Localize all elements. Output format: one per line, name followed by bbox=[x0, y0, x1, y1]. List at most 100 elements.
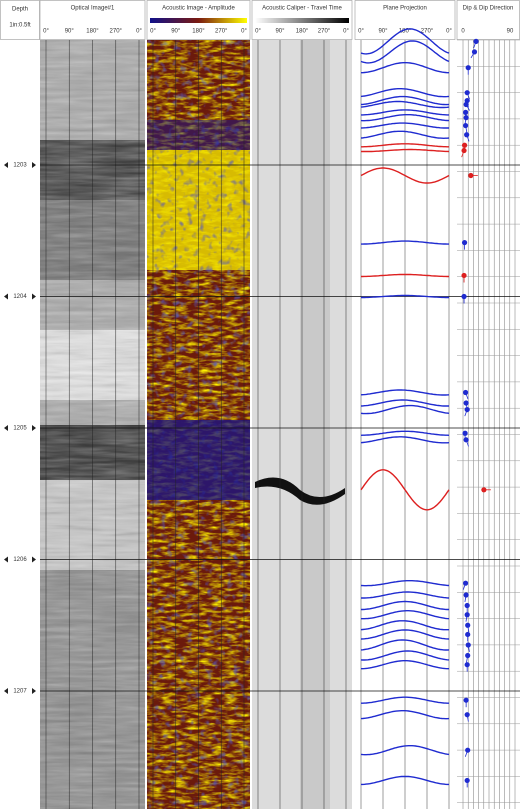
tadpole bbox=[461, 293, 467, 300]
depth-label: 1204 bbox=[13, 294, 27, 300]
plane-sinusoid bbox=[360, 629, 450, 640]
plane-sinusoid bbox=[360, 469, 450, 511]
tadpole bbox=[464, 132, 470, 138]
azimuth-tick-label: 90° bbox=[171, 29, 181, 35]
tadpole bbox=[473, 38, 479, 44]
azimuth-tick-label: 270° bbox=[421, 29, 434, 35]
depth-arrow bbox=[4, 293, 36, 300]
plane-sinusoid bbox=[360, 122, 449, 129]
track-title: Plane Projection bbox=[383, 6, 427, 12]
azimuth-tick-label: 270° bbox=[318, 29, 331, 35]
azimuth-tick-label: 270° bbox=[215, 29, 228, 35]
depth-arrow bbox=[4, 425, 36, 431]
tadpole bbox=[465, 631, 471, 638]
tadpole bbox=[463, 115, 469, 121]
tadpole bbox=[463, 101, 469, 108]
plane-sinusoid bbox=[361, 294, 449, 299]
depth-arrow bbox=[4, 162, 36, 168]
plane-sinusoid bbox=[361, 600, 449, 611]
plane-sinusoid bbox=[361, 143, 449, 148]
azimuth-tick-label: 180° bbox=[399, 29, 412, 35]
plane-sinusoid bbox=[361, 591, 450, 599]
tadpole bbox=[463, 697, 469, 703]
plane-sinusoid bbox=[360, 639, 450, 651]
tadpole bbox=[463, 109, 469, 115]
azimuth-tick-label: 0° bbox=[343, 29, 349, 35]
tadpole bbox=[481, 487, 487, 493]
azimuth-tick-label: 180° bbox=[86, 29, 99, 35]
tadpole bbox=[464, 602, 470, 609]
azimuth-tick-label: 90° bbox=[378, 29, 388, 35]
azimuth-tick-label: 180° bbox=[192, 29, 205, 35]
plane-sinusoid bbox=[360, 130, 450, 140]
azimuth-tick-label: 270° bbox=[110, 29, 123, 35]
plane-sinusoid bbox=[360, 389, 450, 396]
azimuth-tick-label: 0° bbox=[358, 29, 364, 35]
plane-sinusoid bbox=[361, 660, 449, 670]
tadpole bbox=[465, 622, 471, 628]
track-title: Acoustic Image - Amplitude bbox=[162, 6, 235, 12]
depth-header: Depth bbox=[12, 7, 28, 13]
depth-label: 1203 bbox=[13, 163, 27, 169]
track-title: Optical Image#1 bbox=[71, 6, 115, 12]
plane-sinusoid bbox=[360, 620, 449, 631]
azimuth-tick-label: 0° bbox=[241, 29, 247, 35]
tadpole bbox=[463, 437, 469, 443]
azimuth-tick-label: 0° bbox=[446, 29, 452, 35]
azimuth-tick-label: 90° bbox=[65, 29, 75, 35]
tadpole bbox=[463, 580, 469, 586]
plane-sinusoid bbox=[360, 399, 449, 407]
tadpole bbox=[464, 612, 470, 618]
depth-label: 1205 bbox=[13, 426, 27, 432]
plane-sinusoid bbox=[360, 40, 450, 64]
tadpole bbox=[471, 49, 478, 55]
plane-sinusoid bbox=[360, 95, 450, 106]
plane-sinusoid bbox=[360, 404, 450, 415]
plane-sinusoid bbox=[360, 114, 450, 122]
tadpole bbox=[464, 406, 470, 413]
tadpole bbox=[464, 97, 470, 104]
plane-sinusoid bbox=[361, 62, 449, 74]
plane-sinusoid bbox=[360, 100, 450, 109]
depth-scale: 1in:0.5ft bbox=[9, 23, 31, 29]
tadpole bbox=[465, 65, 471, 71]
tadpole bbox=[464, 712, 470, 718]
plane-sinusoid bbox=[361, 240, 449, 245]
plane-sinusoid bbox=[360, 88, 450, 98]
plane-sinusoid bbox=[361, 696, 449, 704]
plane-sinusoid bbox=[360, 650, 450, 661]
tadpole bbox=[464, 662, 470, 668]
depth-label: 1207 bbox=[13, 689, 27, 695]
tadpole bbox=[463, 400, 469, 406]
dip-track-title: Dip & Dip Direction bbox=[463, 6, 514, 12]
plane-sinusoid bbox=[360, 436, 450, 444]
tadpole bbox=[462, 430, 468, 436]
tadpole bbox=[461, 239, 468, 246]
tadpole bbox=[464, 777, 470, 784]
tadpole bbox=[464, 90, 470, 96]
azimuth-tick-label: 0° bbox=[43, 29, 49, 35]
tadpole bbox=[461, 272, 467, 279]
tadpole bbox=[463, 592, 469, 598]
tadpole bbox=[465, 652, 471, 659]
plane-sinusoid bbox=[360, 710, 450, 720]
plane-sinusoid bbox=[361, 109, 449, 116]
plane-sinusoid bbox=[360, 580, 450, 587]
track-title: Acoustic Caliper - Travel Time bbox=[262, 6, 342, 12]
tadpole bbox=[463, 389, 469, 396]
azimuth-tick-label: 0° bbox=[150, 29, 156, 35]
plane-sinusoid bbox=[360, 28, 450, 55]
azimuth-tick-label: 90° bbox=[275, 29, 285, 35]
depth-label: 1206 bbox=[13, 557, 27, 563]
tadpole bbox=[465, 747, 471, 753]
plane-sinusoid bbox=[360, 430, 450, 436]
plane-sinusoid bbox=[361, 273, 449, 278]
dip-tick-label: 90 bbox=[507, 29, 514, 35]
tadpole bbox=[468, 172, 474, 179]
plane-sinusoid bbox=[360, 167, 450, 184]
azimuth-tick-label: 0° bbox=[136, 29, 142, 35]
tadpole bbox=[465, 642, 471, 648]
plane-sinusoid bbox=[361, 610, 450, 620]
